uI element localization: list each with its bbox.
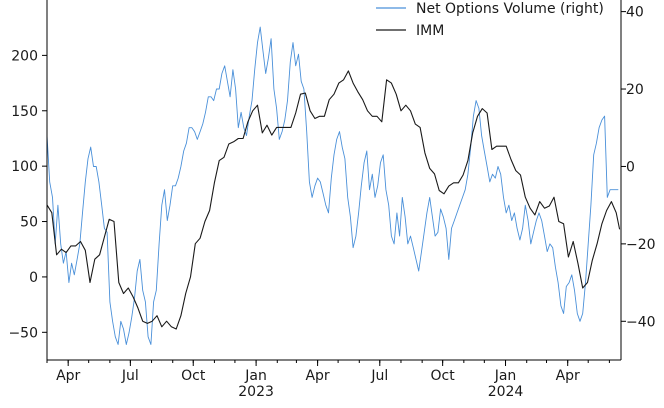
left-tick-label: 200	[11, 48, 38, 64]
left-tick-label: 50	[20, 215, 38, 231]
left-tick-label: 0	[29, 270, 38, 286]
x-tick-label: Apr	[56, 368, 80, 384]
x-tick-label: Jan	[244, 368, 267, 384]
series-layer	[46, 26, 621, 345]
legend: Net Options Volume (right) IMM	[376, 1, 604, 39]
legend-label-net-options-volume: Net Options Volume (right)	[416, 1, 604, 17]
x-tick-year-label: 2024	[488, 384, 524, 400]
x-tick-label: Jul	[121, 368, 139, 384]
x-tick-label: Apr	[305, 368, 329, 384]
right-tick-label: −40	[626, 314, 656, 330]
x-tick-year-label: 2023	[238, 384, 274, 400]
x-tick-label: Apr	[556, 368, 580, 384]
left-axis-ticks: −50 0 50 100 150 200	[8, 48, 47, 341]
left-tick-label: 150	[11, 104, 38, 120]
right-tick-label: 40	[626, 5, 644, 21]
series-line-imm	[46, 70, 621, 330]
x-tick-label: Jul	[370, 368, 388, 384]
left-tick-label: −50	[8, 325, 38, 341]
x-tick-label: Oct	[431, 368, 456, 384]
x-tick-label: Jan	[494, 368, 517, 384]
left-tick-label: 100	[11, 159, 38, 175]
right-axis-ticks: −40 −20 0 20 40	[621, 5, 656, 330]
series-line-net-options-volume-right	[46, 26, 619, 345]
right-tick-label: −20	[626, 237, 656, 253]
right-tick-label: 20	[626, 82, 644, 98]
legend-label-imm: IMM	[416, 23, 444, 39]
x-tick-label: Oct	[181, 368, 206, 384]
right-tick-label: 0	[626, 159, 635, 175]
